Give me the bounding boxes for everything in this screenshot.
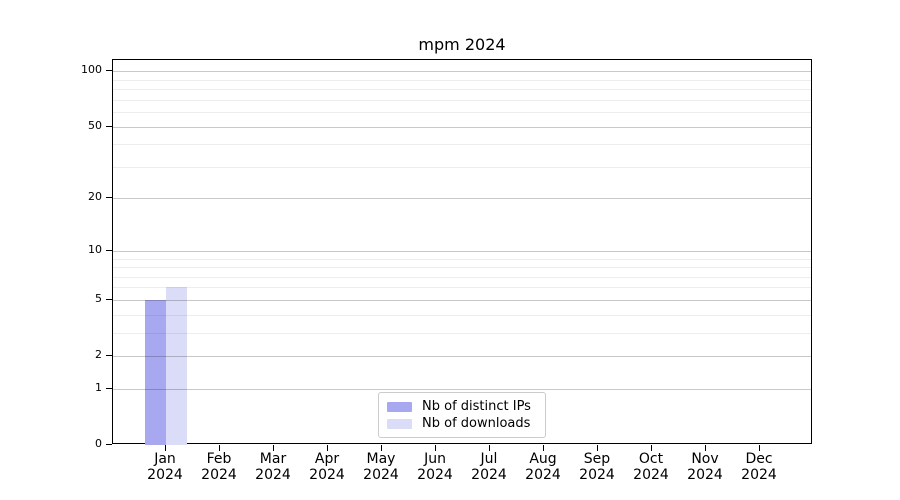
y-tick-mark-1 xyxy=(106,387,112,389)
x-tick-label-jul: Jul 2024 xyxy=(471,451,507,483)
legend-item-distinct-ips: Nb of distinct IPs xyxy=(387,398,536,415)
x-tick-mark-aug xyxy=(543,445,544,451)
y-tick-label-2: 2 xyxy=(95,348,102,361)
y-tick-mark-50 xyxy=(106,125,112,127)
y-tick-label-20: 20 xyxy=(88,190,102,204)
x-tick-mark-jul xyxy=(489,445,490,451)
y-tick-mark-5 xyxy=(106,298,112,300)
legend: Nb of distinct IPs Nb of downloads xyxy=(378,392,546,438)
x-tick-mark-jun xyxy=(435,445,436,451)
x-tick-label-feb: Feb 2024 xyxy=(201,451,237,483)
x-tick-label-may: May 2024 xyxy=(363,451,399,483)
y-tick-mark-10 xyxy=(106,249,112,251)
y-tick-mark-100 xyxy=(106,70,112,72)
x-tick-mark-apr xyxy=(327,445,328,451)
x-tick-mark-dec xyxy=(759,445,760,451)
x-tick-mark-feb xyxy=(219,445,220,451)
x-tick-label-nov: Nov 2024 xyxy=(687,451,723,483)
bar-jan-distinct-ips xyxy=(145,299,166,445)
y-tick-label-1: 1 xyxy=(95,380,102,394)
bars-layer xyxy=(113,60,811,445)
y-tick-label-0: 0 xyxy=(95,437,102,450)
x-tick-label-aug: Aug 2024 xyxy=(525,451,561,483)
y-tick-mark-2 xyxy=(106,355,112,356)
x-tick-mark-sep xyxy=(597,445,598,451)
y-tick-label-5: 5 xyxy=(95,291,102,305)
y-tick-label-10: 10 xyxy=(88,242,102,256)
x-tick-mark-nov xyxy=(705,445,706,451)
x-tick-label-dec: Dec 2024 xyxy=(741,451,777,483)
x-tick-label-sep: Sep 2024 xyxy=(579,451,615,483)
legend-label-distinct-ips: Nb of distinct IPs xyxy=(422,399,531,414)
bar-jan-downloads xyxy=(166,287,187,445)
x-tick-label-jan: Jan 2024 xyxy=(147,451,183,483)
chart-title: mpm 2024 xyxy=(418,35,506,54)
y-tick-mark-20 xyxy=(106,197,112,199)
x-tick-label-apr: Apr 2024 xyxy=(309,451,345,483)
x-tick-mark-mar xyxy=(273,445,274,451)
x-tick-label-jun: Jun 2024 xyxy=(417,451,453,483)
y-tick-label-100: 100 xyxy=(81,63,102,77)
x-tick-mark-may xyxy=(381,445,382,451)
x-tick-label-mar: Mar 2024 xyxy=(255,451,291,483)
plot-area xyxy=(112,59,812,445)
y-tick-mark-0 xyxy=(106,444,112,445)
x-tick-mark-jan xyxy=(165,445,166,451)
legend-label-downloads: Nb of downloads xyxy=(422,416,531,431)
x-tick-label-oct: Oct 2024 xyxy=(633,451,669,483)
legend-item-downloads: Nb of downloads xyxy=(387,415,536,432)
y-tick-label-50: 50 xyxy=(88,118,102,132)
legend-swatch-distinct-ips xyxy=(387,401,412,412)
x-tick-mark-oct xyxy=(651,445,652,451)
legend-swatch-downloads xyxy=(387,418,412,429)
